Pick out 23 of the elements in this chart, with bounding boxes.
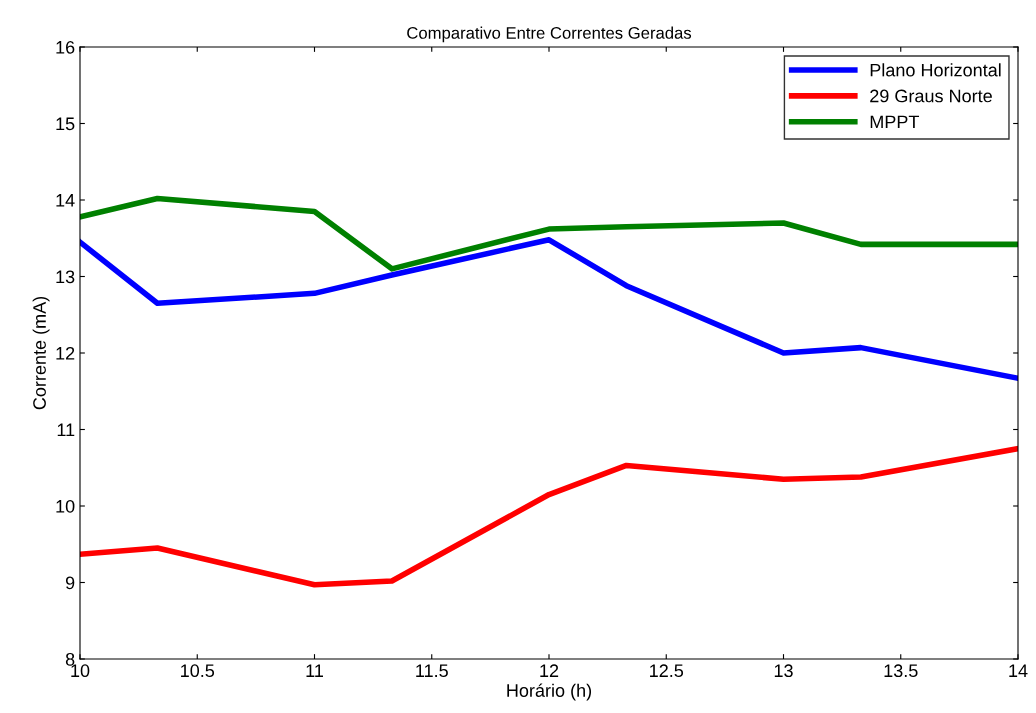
y-tick-label: 8 bbox=[65, 652, 75, 666]
y-tick-label: 9 bbox=[65, 576, 75, 590]
x-tick-label: 12 bbox=[540, 664, 559, 677]
y-tick-label: 15 bbox=[56, 117, 75, 131]
legend-label: 29 Graus Norte bbox=[870, 89, 992, 103]
x-tick-label: 12.5 bbox=[650, 664, 684, 678]
legend-label: MPPT bbox=[870, 115, 920, 129]
x-axis-title: Horário (h) bbox=[507, 683, 592, 701]
y-tick-label: 13 bbox=[56, 270, 75, 284]
y-tick-label: 16 bbox=[56, 40, 75, 54]
y-axis-title: Corrente (mA) bbox=[32, 296, 50, 410]
y-tick-label: 10 bbox=[56, 499, 75, 513]
y-tick-label: 12 bbox=[56, 346, 75, 360]
chart-title: Comparativo Entre Correntes Geradas bbox=[407, 26, 692, 43]
x-tick-label: 11.5 bbox=[416, 664, 448, 678]
y-tick-label: 14 bbox=[56, 194, 75, 207]
legend-label: Plano Horizontal bbox=[870, 63, 1001, 77]
x-tick-label: 10.5 bbox=[181, 664, 215, 678]
y-tick-label: 11 bbox=[57, 423, 75, 437]
x-tick-label: 14 bbox=[1009, 664, 1028, 677]
x-tick-label: 11 bbox=[306, 664, 323, 677]
x-tick-label: 13.5 bbox=[884, 664, 918, 678]
x-tick-label: 13 bbox=[774, 664, 793, 678]
